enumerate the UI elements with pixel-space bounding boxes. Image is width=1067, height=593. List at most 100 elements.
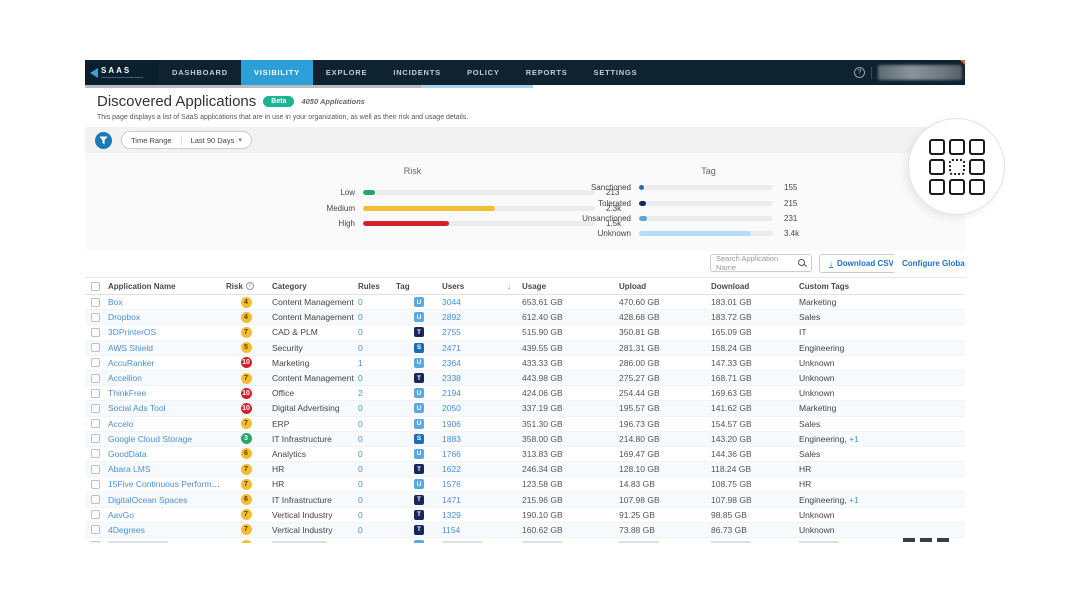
column-header-rules[interactable]: Rules bbox=[358, 281, 380, 291]
users-link[interactable]: 1329 bbox=[442, 509, 461, 520]
rules-link[interactable]: 0 bbox=[358, 373, 363, 384]
column-header-usage[interactable]: Usage bbox=[522, 281, 547, 291]
users-link[interactable]: 1154 bbox=[442, 524, 461, 535]
filter-button[interactable] bbox=[95, 131, 112, 149]
users-link[interactable]: 1883 bbox=[442, 433, 461, 444]
sort-descending-icon[interactable]: ↓ bbox=[507, 281, 511, 291]
application-name-link[interactable]: AccuRanker bbox=[108, 357, 155, 368]
row-checkbox[interactable] bbox=[90, 373, 100, 383]
users-link[interactable]: 1576 bbox=[442, 479, 461, 490]
tag-badge-U: U bbox=[414, 418, 424, 429]
users-link[interactable]: 1766 bbox=[442, 448, 461, 459]
download-cell: 107.98 GB bbox=[711, 494, 752, 505]
users-link[interactable]: 2194 bbox=[442, 388, 461, 399]
nav-item-settings[interactable]: SETTINGS bbox=[593, 68, 638, 77]
custom-tags-more-link[interactable]: +1 bbox=[849, 433, 859, 444]
nav-item-incidents[interactable]: INCIDENTS bbox=[393, 68, 441, 77]
user-account-redacted[interactable] bbox=[878, 65, 962, 80]
select-all-checkbox[interactable] bbox=[90, 281, 100, 291]
rules-link[interactable]: 0 bbox=[358, 297, 363, 308]
nav-item-visibility[interactable]: VISIBILITY bbox=[240, 60, 313, 85]
application-name-link[interactable]: 4Degrees bbox=[108, 524, 145, 535]
users-link[interactable]: 2050 bbox=[442, 403, 461, 414]
application-name-link[interactable]: DigitalOcean Spaces bbox=[108, 494, 188, 505]
rules-link[interactable]: 2 bbox=[358, 388, 363, 399]
rules-link[interactable]: 0 bbox=[358, 418, 363, 429]
application-name-link[interactable]: AWS Shield bbox=[108, 342, 154, 353]
row-checkbox[interactable] bbox=[90, 343, 100, 353]
application-name-link[interactable]: 3DPrinterOS bbox=[108, 327, 157, 338]
row-checkbox[interactable] bbox=[90, 510, 100, 520]
column-header-category[interactable]: Category bbox=[272, 281, 307, 291]
nav-item-explore[interactable]: EXPLORE bbox=[325, 68, 368, 77]
application-name-link[interactable]: GoodData bbox=[108, 448, 147, 459]
users-link[interactable]: 2755 bbox=[442, 327, 461, 338]
row-checkbox[interactable] bbox=[90, 434, 100, 444]
rules-link[interactable]: 0 bbox=[358, 524, 363, 535]
application-name-link[interactable]: ThinkFree bbox=[108, 388, 147, 399]
row-checkbox[interactable] bbox=[90, 449, 100, 459]
application-name-link[interactable]: Dropbox bbox=[108, 312, 141, 323]
custom-tags-more-link[interactable]: +1 bbox=[849, 494, 859, 505]
application-name-link[interactable]: Abara LMS bbox=[108, 464, 151, 475]
configure-global-risk-button[interactable]: Configure Global Risk Sc bbox=[893, 254, 965, 273]
application-name-link[interactable]: Social Ads Tool bbox=[108, 403, 166, 414]
row-checkbox[interactable] bbox=[90, 419, 100, 429]
usage-cell: 215.96 GB bbox=[522, 494, 563, 505]
application-name-link[interactable]: Box bbox=[108, 297, 123, 308]
rules-link[interactable]: 0 bbox=[358, 509, 363, 520]
rules-link[interactable]: 0 bbox=[358, 479, 363, 490]
rules-link[interactable]: 0 bbox=[358, 448, 363, 459]
application-name-link[interactable]: 15Five Continuous Performance Man... bbox=[108, 479, 223, 490]
row-checkbox[interactable] bbox=[90, 297, 100, 307]
users-link[interactable]: 1622 bbox=[442, 464, 461, 475]
users-link[interactable]: 2364 bbox=[442, 357, 461, 368]
rules-link[interactable]: 0 bbox=[358, 312, 363, 323]
row-checkbox[interactable] bbox=[90, 540, 100, 543]
column-header-custom-tags[interactable]: Custom Tags bbox=[799, 281, 850, 291]
rules-link[interactable]: 0 bbox=[358, 403, 363, 414]
application-name-link[interactable]: Accelo bbox=[108, 418, 134, 429]
application-name-link[interactable]: Accellion bbox=[108, 373, 143, 384]
row-checkbox[interactable] bbox=[90, 403, 100, 413]
info-icon[interactable]: i bbox=[245, 282, 254, 291]
rules-link[interactable]: 1 bbox=[358, 357, 363, 368]
time-range-filter[interactable]: Time Range Last 90 Days ▾ bbox=[121, 131, 252, 149]
users-link[interactable]: 2338 bbox=[442, 373, 461, 384]
row-checkbox[interactable] bbox=[90, 464, 100, 474]
app-logo[interactable]: SAAS bbox=[85, 60, 159, 85]
column-header-application-name[interactable]: Application Name bbox=[108, 281, 176, 291]
clipped-text bbox=[799, 541, 839, 543]
row-checkbox[interactable] bbox=[90, 495, 100, 505]
row-checkbox[interactable] bbox=[90, 525, 100, 535]
row-checkbox[interactable] bbox=[90, 358, 100, 368]
row-checkbox[interactable] bbox=[90, 327, 100, 337]
application-name-link[interactable]: Google Cloud Storage bbox=[108, 433, 193, 444]
rules-link[interactable]: 0 bbox=[358, 433, 363, 444]
row-checkbox[interactable] bbox=[90, 479, 100, 489]
tag-badge-U: U bbox=[414, 479, 424, 490]
nav-item-reports[interactable]: REPORTS bbox=[525, 68, 568, 77]
rules-link[interactable]: 0 bbox=[358, 342, 363, 353]
column-header-download[interactable]: Download bbox=[711, 281, 750, 291]
rules-link[interactable]: 0 bbox=[358, 494, 363, 505]
rules-link[interactable]: 0 bbox=[358, 327, 363, 338]
users-link[interactable]: 2471 bbox=[442, 342, 461, 353]
column-header-upload[interactable]: Upload bbox=[619, 281, 647, 291]
nav-item-dashboard[interactable]: DASHBOARD bbox=[172, 68, 228, 77]
search-input[interactable]: Search Application Name bbox=[710, 254, 812, 272]
help-icon[interactable]: ? bbox=[854, 67, 865, 78]
rules-link[interactable]: 0 bbox=[358, 464, 363, 475]
row-checkbox[interactable] bbox=[90, 312, 100, 322]
download-csv-button[interactable]: ↓ Download CSV bbox=[819, 254, 904, 273]
application-name-link[interactable]: AavGo bbox=[108, 509, 134, 520]
column-header-users[interactable]: Users ↓ bbox=[439, 282, 519, 291]
row-checkbox[interactable] bbox=[90, 388, 100, 398]
users-link[interactable]: 2892 bbox=[442, 312, 461, 323]
users-link[interactable]: 1471 bbox=[442, 494, 461, 505]
nav-item-policy[interactable]: POLICY bbox=[466, 68, 500, 77]
users-link[interactable]: 1906 bbox=[442, 418, 461, 429]
column-header-tag[interactable]: Tag bbox=[396, 281, 410, 291]
users-link[interactable]: 3044 bbox=[442, 297, 461, 308]
column-header-risk[interactable]: Risk i bbox=[223, 282, 269, 291]
